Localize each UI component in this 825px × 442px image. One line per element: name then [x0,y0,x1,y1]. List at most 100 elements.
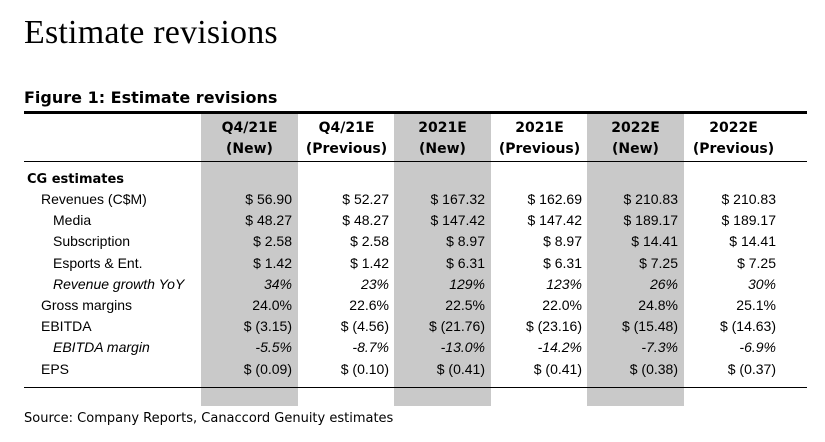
table-cell: $ 8.97 [543,233,582,250]
table-cell: 23% [360,275,389,292]
table-cell: $ 147.42 [527,212,583,229]
table-cell: $ 14.41 [729,233,776,250]
column-shade [587,114,684,406]
column-shade [201,114,298,406]
row-label: EPS [41,360,70,377]
table-cell: $ 147.42 [430,212,486,229]
table-cell: $ (15.48) [621,318,678,335]
column-header-period: 2022E [611,120,660,136]
table-cell: $ 1.42 [350,254,389,271]
table-cell: 129% [449,275,485,292]
table-cell: $ (3.15) [243,318,292,335]
table-cell: 22.0% [542,297,582,313]
column-header-version: (Previous) [692,141,775,157]
table-row: EPS $ (0.09) $ (0.10) $ (0.41) $ (0.41) $ (0.… [0,361,825,382]
row-label: EBITDA [41,318,92,335]
table-cell: -7.3% [641,339,678,356]
table-cell: -8.7% [352,339,389,356]
column-header: 2021E (Previous) [491,118,588,160]
table-cell: $ 48.27 [245,212,292,229]
table-row: Revenues (C$M) $ 56.90 $ 52.27 $ 167.32 $ 16… [0,191,825,212]
column-header: 2021E (New) [394,118,491,160]
source-note: Source: Company Reports, Canaccord Genui… [24,411,394,426]
table-cell: $ 6.31 [446,254,485,271]
table-row: Esports & Ent. $ 1.42 $ 1.42 $ 6.31 $ 6.31 $ … [0,255,825,276]
column-header-period: 2021E [515,120,564,136]
column-header: Q4/21E (Previous) [298,118,395,160]
table-cell: 26% [649,275,678,292]
table-cell: $ 189.17 [623,212,679,229]
section-label: CG estimates [27,172,125,187]
table-cell: 22.5% [445,297,485,313]
row-label: Revenues (C$M) [41,191,147,207]
column-header: Q4/21E (New) [201,118,298,160]
column-header-version: (New) [226,141,273,157]
figure-title: Figure 1: Estimate revisions [24,88,278,107]
column-header: 2022E (New) [587,118,684,160]
table-row: Revenue growth YoY 34% 23% 129% 123% 26% 30% [0,276,825,297]
column-header-version: (Previous) [305,141,388,157]
table-cell: $ (0.41) [436,360,485,377]
table-cell: $ 167.32 [430,191,486,207]
table-cell: $ (4.56) [340,318,389,335]
column-shade [394,114,491,406]
row-label: Gross margins [41,297,133,313]
table-cell: -6.9% [739,339,776,356]
table-cell: $ 2.58 [253,233,292,250]
row-label: Esports & Ent. [53,254,143,271]
table-cell: -13.0% [440,339,485,356]
table-cell: $ (0.37) [727,360,776,377]
header-divider [24,161,807,162]
table-cell: $ 210.83 [623,191,679,207]
table-cell: $ (0.10) [340,360,389,377]
column-header-version: (Previous) [498,141,581,157]
column-header-period: 2021E [418,120,467,136]
table-cell: $ 7.25 [737,254,776,271]
table-row: EBITDA $ (3.15) $ (4.56) $ (21.76) $ (23.16)… [0,318,825,339]
table-cell: $ 8.97 [446,233,485,250]
row-label: Subscription [53,233,131,250]
table-cell: $ 1.42 [253,254,292,271]
table-cell: $ (23.16) [525,318,582,335]
table-cell: $ 2.58 [350,233,389,250]
row-label: Media [53,212,92,229]
column-header: 2022E (Previous) [685,118,782,160]
table-row: Gross margins 24.0% 22.6% 22.5% 22.0% 24.8% 25… [0,297,825,318]
table-cell: $ (0.09) [243,360,292,377]
column-header-period: Q4/21E [221,120,278,136]
table-cell: $ 6.31 [543,254,582,271]
table-cell: $ 56.90 [245,191,292,207]
table-cell: $ 189.17 [721,212,777,229]
table-row: Subscription $ 2.58 $ 2.58 $ 8.97 $ 8.97 $ 14… [0,233,825,254]
table-cell: 24.0% [252,297,292,313]
table-cell: -5.5% [255,339,292,356]
table-cell: $ (21.76) [428,318,485,335]
table-cell: $ 48.27 [342,212,389,229]
column-header-period: 2022E [709,120,758,136]
table-cell: -14.2% [537,339,582,356]
table-cell: $ (0.41) [533,360,582,377]
table-cell: $ 162.69 [527,191,583,207]
table-top-rule [24,111,807,114]
table-cell: 24.8% [638,297,678,313]
table-cell: 25.1% [736,297,776,313]
column-header-period: Q4/21E [318,120,375,136]
table-cell: $ 14.41 [631,233,678,250]
table-cell: 22.6% [349,297,389,313]
table-row: Media $ 48.27 $ 48.27 $ 147.42 $ 147.42 $ 189… [0,212,825,233]
table-row: EBITDA margin -5.5% -8.7% -13.0% -14.2% -7.3%… [0,339,825,360]
row-label: EBITDA margin [53,339,150,356]
table-cell: 30% [747,275,776,292]
table-cell: 34% [263,275,292,292]
table-cell: $ 52.27 [342,191,389,207]
row-label: Revenue growth YoY [53,275,185,292]
table-cell: 123% [546,275,582,292]
table-cell: $ (0.38) [629,360,678,377]
column-header-version: (New) [419,141,466,157]
table-cell: $ 210.83 [721,191,777,207]
page-title: Estimate revisions [24,14,278,51]
table-cell: $ (14.63) [719,318,776,335]
table-cell: $ 7.25 [639,254,678,271]
table-bottom-rule [24,387,807,388]
column-header-version: (New) [612,141,659,157]
